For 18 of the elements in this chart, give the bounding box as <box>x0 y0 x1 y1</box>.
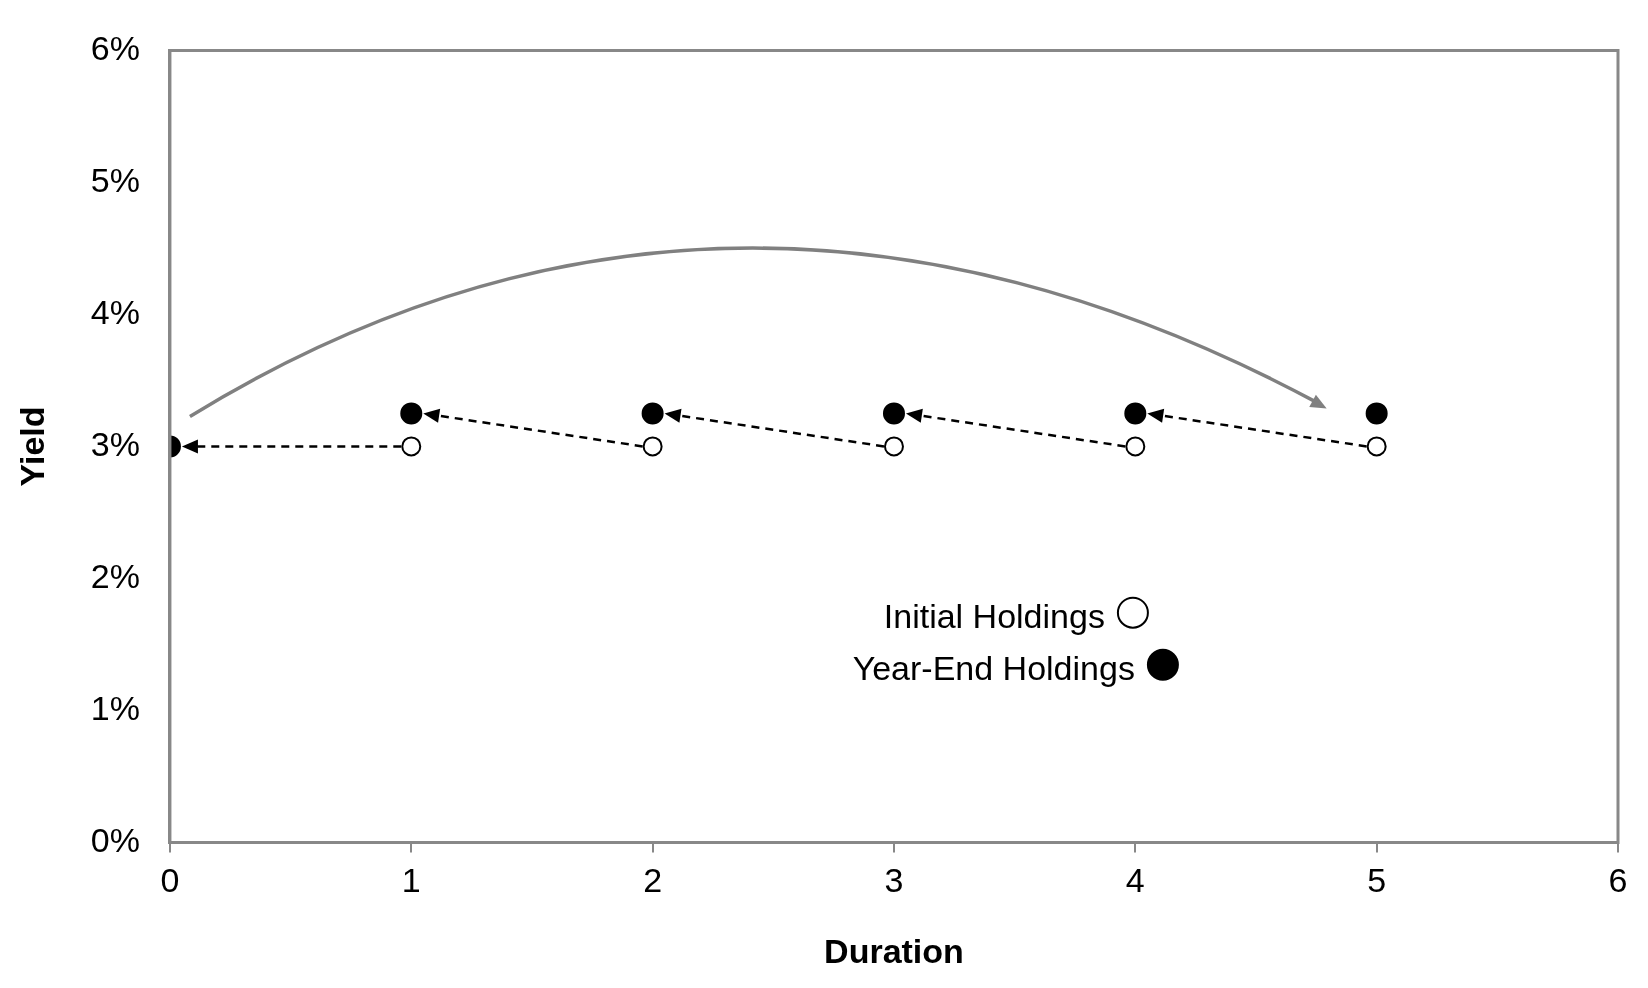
y-tick-label: 5% <box>90 160 140 199</box>
y-tick-label: 1% <box>90 688 140 727</box>
x-tick-label: 3 <box>884 861 904 900</box>
x-axis-title: Duration <box>824 931 964 970</box>
y-tick-label: 6% <box>90 28 140 67</box>
y-tick-label: 4% <box>90 292 140 331</box>
legend-label: Year-End Holdings <box>852 649 1135 688</box>
x-tick-label: 1 <box>401 861 421 900</box>
x-tick-label: 6 <box>1608 861 1628 900</box>
legend-label: Initial Holdings <box>883 597 1105 636</box>
x-tick-label: 0 <box>160 861 180 900</box>
x-tick-label: 4 <box>1125 861 1145 900</box>
y-tick-label: 2% <box>90 556 140 595</box>
y-axis-title: Yield <box>12 406 51 487</box>
x-tick-label: 5 <box>1367 861 1387 900</box>
x-tick-label: 2 <box>643 861 663 900</box>
y-tick-label: 0% <box>90 820 140 859</box>
y-tick-label: 3% <box>90 424 140 463</box>
